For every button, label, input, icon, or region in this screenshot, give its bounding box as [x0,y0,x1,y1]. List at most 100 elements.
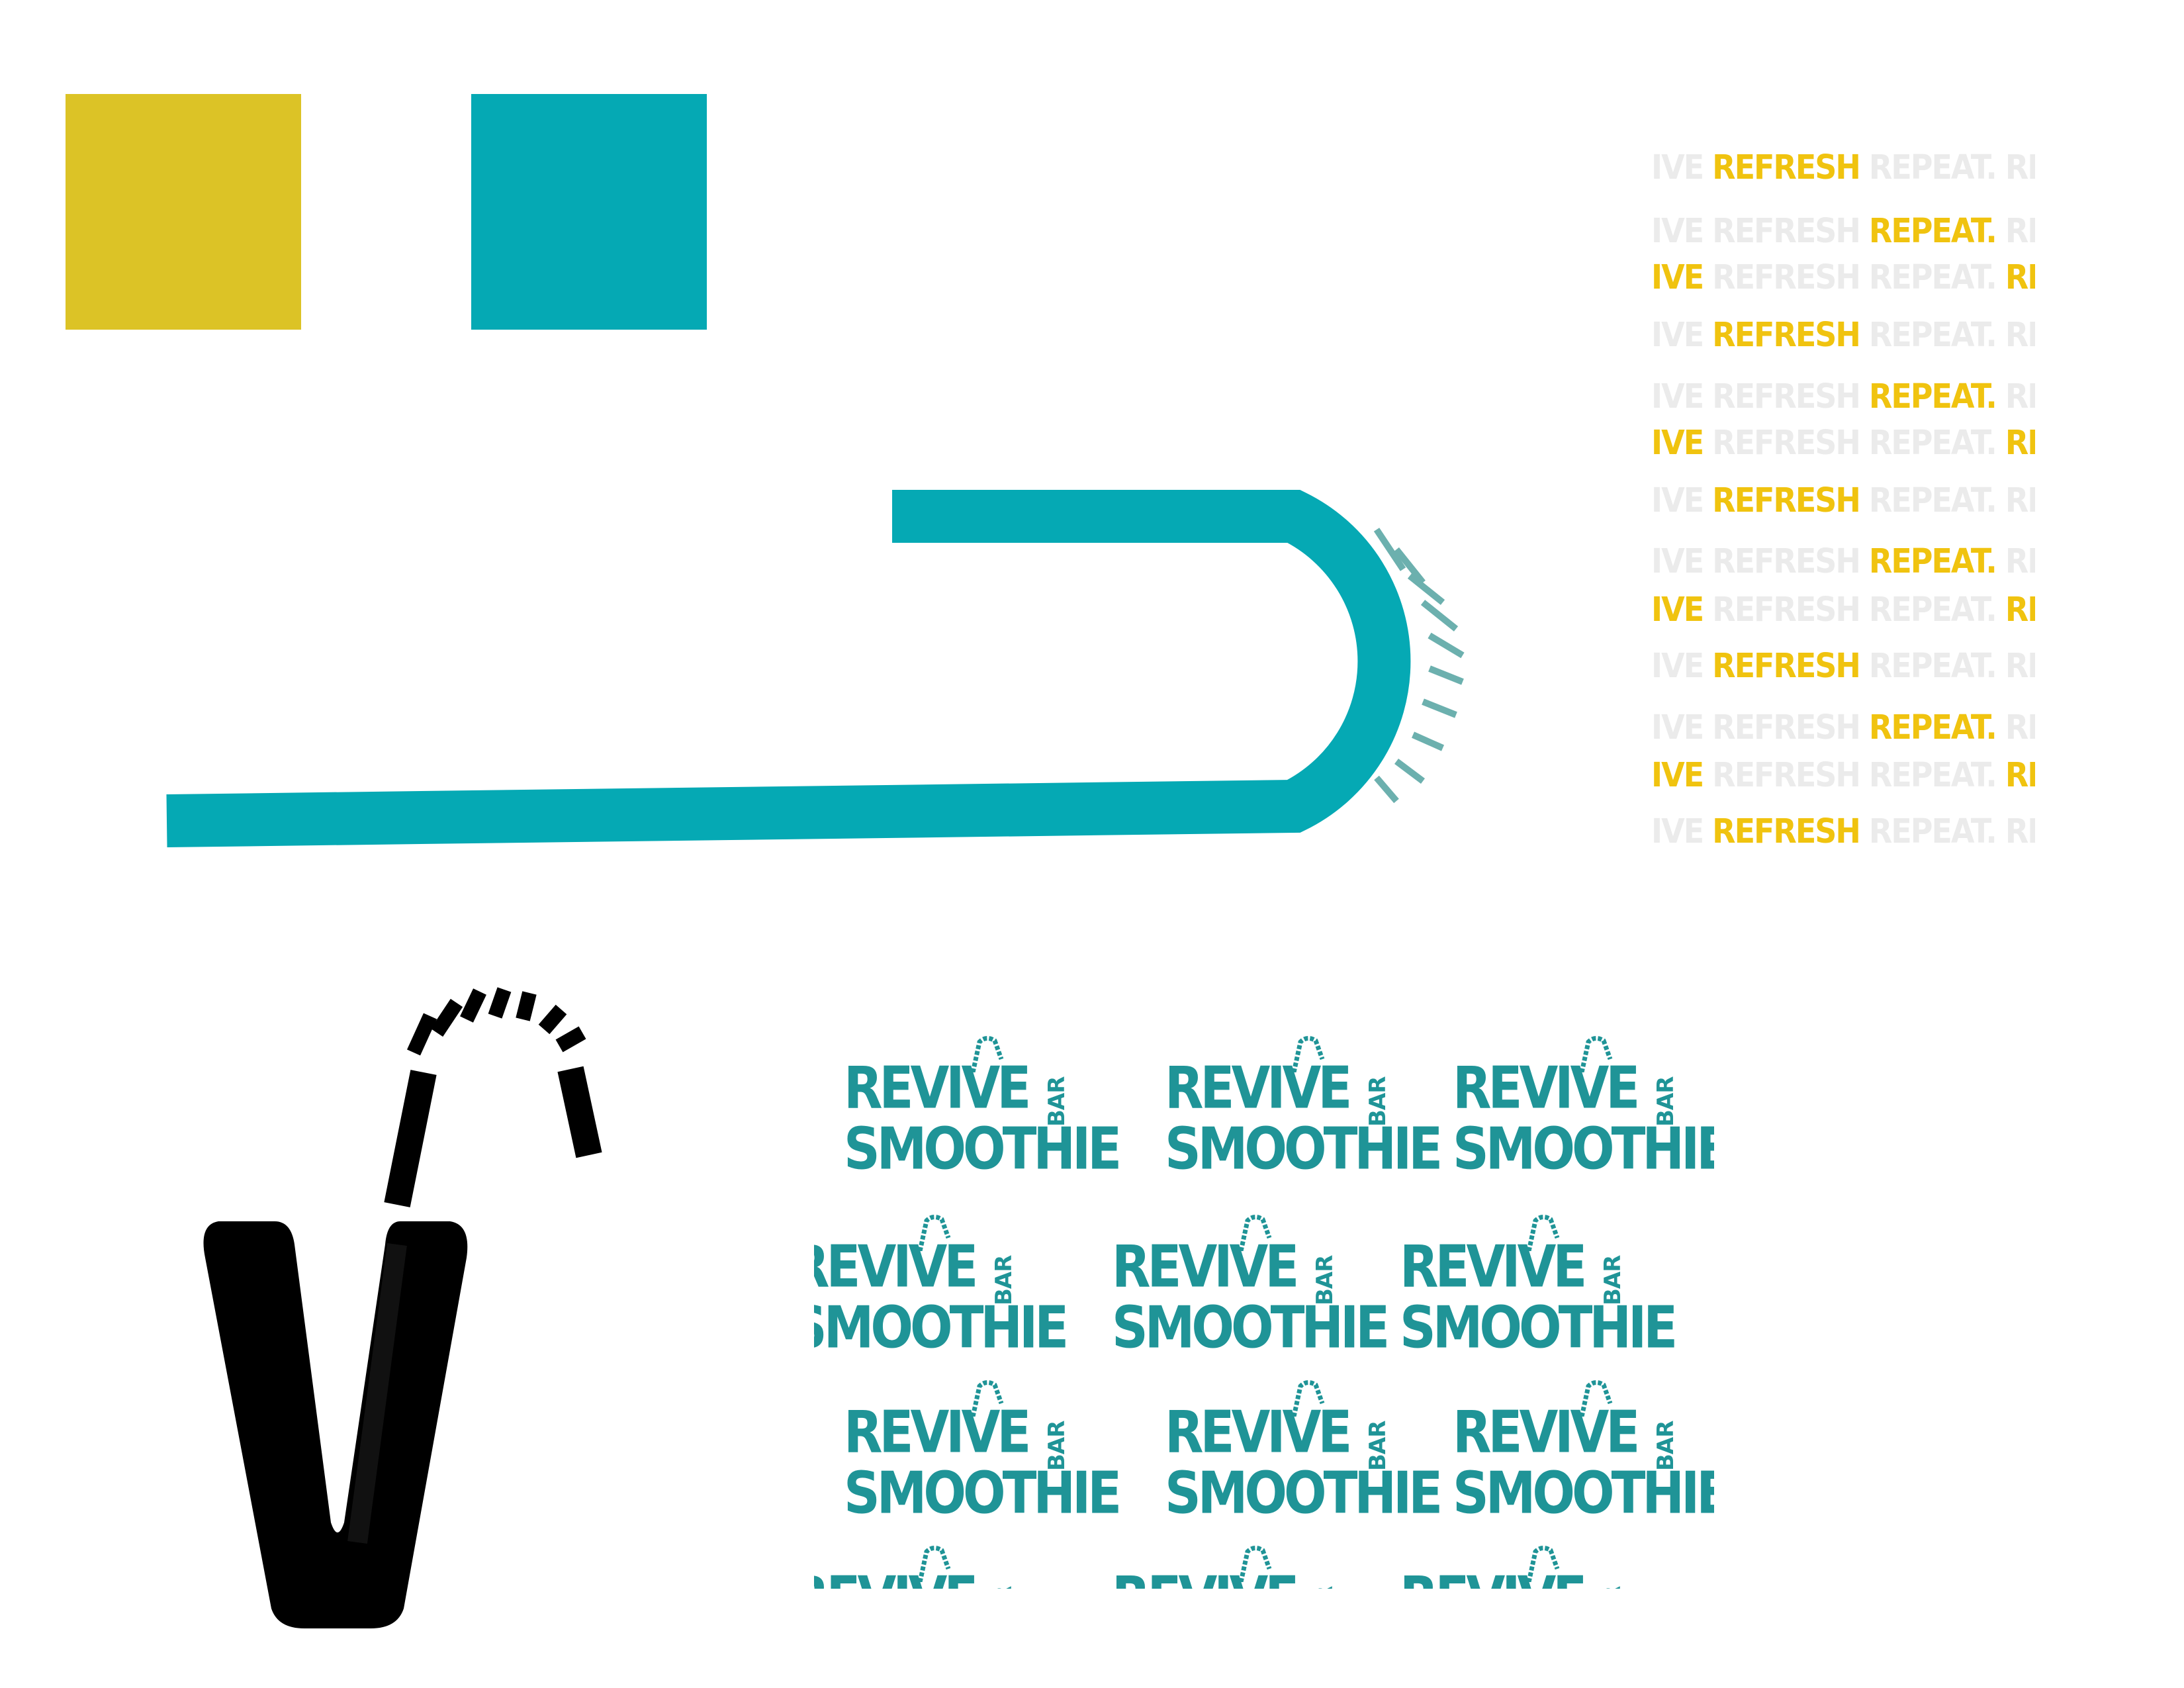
smoothie-wordmark: SMOOTHIE [1400,1293,1678,1362]
tagline-word: REFRESH [1712,541,1861,581]
revive-wordmark: REVIVE [1112,1232,1299,1301]
revive-wordmark: REVIVE [844,1397,1031,1466]
bendy-straw-icon [1526,1215,1560,1251]
revive-wordmark: REVIVE [1453,1397,1640,1466]
revive-wordmark: REVIVE [814,1232,978,1301]
tagline-row: IVE REFRESH REPEAT. REV [1651,214,2035,248]
tagline-word: IVE [1651,755,1704,794]
tagline-word: IVE [1651,707,1704,747]
tagline-word: REFRESH [1712,314,1861,354]
tagline-word: IVE [1651,147,1704,187]
revive-wordmark: REVIVE [1400,1568,1587,1589]
tagline-word: IVE [1651,811,1704,851]
tagline-word: REPEAT. [1868,707,1997,747]
smoothie-wordmark: SMOOTHIE [1165,1114,1443,1183]
tagline-word: REV [2005,645,2035,685]
tagline-word: IVE [1651,314,1704,354]
tagline-word: IVE [1651,480,1704,520]
bar-wordmark: BAR [1653,1076,1679,1127]
tagline-word: REFRESH [1712,755,1861,794]
tagline-word: REFRESH [1712,480,1861,520]
smoothie-wordmark: SMOOTHIE [844,1114,1122,1183]
tagline-word: REFRESH [1712,257,1861,297]
tagline-word: IVE [1651,211,1704,250]
tagline-word: REFRESH [1712,707,1861,747]
tagline-word: IVE [1651,376,1704,416]
tagline-word: IVE [1651,645,1704,685]
bendy-straw-icon [1579,1036,1613,1072]
tagline-word: REFRESH [1712,645,1861,685]
tagline-word: REV [2005,314,2035,354]
revive-wordmark: REVIVE [844,1053,1031,1122]
bar-wordmark: BAR [1365,1076,1391,1127]
bendy-straw-icon [1526,1546,1560,1582]
tagline-word: REV [2005,541,2035,581]
bendy-straw-icon [1238,1215,1272,1251]
tagline-word: REPEAT. [1868,755,1997,794]
revive-wordmark: REVIVE [1165,1397,1352,1466]
smoothie-wordmark: SMOOTHIE [844,1458,1122,1527]
revive-wordmark: REVIVE [1453,1053,1640,1122]
tagline-word: REV [2005,257,2035,297]
tagline-word: REFRESH [1712,376,1861,416]
tagline-word: REV [2005,480,2035,520]
bendy-straw-icon [1291,1036,1325,1072]
tagline-word: REV [2005,147,2035,187]
tagline-pattern: IVE REFRESH REPEAT. REVIVE REFRESH REPEA… [1651,142,2035,870]
tagline-row: IVE REFRESH REPEAT. REV [1651,544,2035,578]
tagline-word: IVE [1651,541,1704,581]
tagline-word: REFRESH [1712,211,1861,250]
tagline-row: IVE REFRESH REPEAT. REV [1651,814,2035,848]
tagline-row: IVE REFRESH REPEAT. REV [1651,318,2035,352]
tagline-word: REFRESH [1712,589,1861,629]
tagline-word: IVE [1651,257,1704,297]
tagline-row: IVE REFRESH REPEAT. REV [1651,710,2035,744]
tagline-word: REPEAT. [1868,645,1997,685]
tagline-word: REPEAT. [1868,147,1997,187]
tagline-row: IVE REFRESH REPEAT. REV [1651,649,2035,682]
tagline-row: IVE REFRESH REPEAT. REV [1651,758,2035,792]
tagline-row: IVE REFRESH REPEAT. REV [1651,260,2035,294]
tagline-word: REV [2005,422,2035,462]
tagline-word: REFRESH [1712,811,1861,851]
bar-wordmark: BAR [1653,1421,1679,1471]
tagline-word: REV [2005,376,2035,416]
tagline-row: IVE REFRESH REPEAT. REV [1651,150,2035,184]
tagline-word: REPEAT. [1868,314,1997,354]
cup-with-straw-icon [203,987,602,1628]
tagline-word: REPEAT. [1868,422,1997,462]
smoothie-wordmark: SMOOTHIE [1165,1458,1443,1527]
teal-color-swatch [471,94,707,330]
tagline-row: IVE REFRESH REPEAT. REV [1651,592,2035,626]
bar-wordmark: BAR [1365,1421,1391,1471]
tagline-word: REV [2005,589,2035,629]
tagline-word: REPEAT. [1868,376,1997,416]
bendy-straw-icon [970,1380,1004,1417]
bar-wordmark: BAR [1044,1076,1070,1127]
tagline-word: IVE [1651,422,1704,462]
logo-pattern: REVIVE SMOOTHIE BAR REVIVE SMOOTHIE BAR REVIVE… [814,1033,1714,1589]
bendy-straw-icon [1579,1380,1613,1417]
revive-wordmark: REVIVE [1112,1568,1299,1589]
tagline-word: REV [2005,211,2035,250]
bendy-straw-icon [917,1546,951,1582]
bar-wordmark: BAR [1600,1255,1626,1305]
bar-wordmark: BAR [991,1255,1017,1305]
bar-wordmark: BAR [1044,1421,1070,1471]
tagline-word: IVE [1651,589,1704,629]
smoothie-wordmark: SMOOTHIE [1453,1458,1714,1527]
tagline-word: REFRESH [1712,422,1861,462]
tagline-word: REV [2005,811,2035,851]
tagline-word: REPEAT. [1868,257,1997,297]
